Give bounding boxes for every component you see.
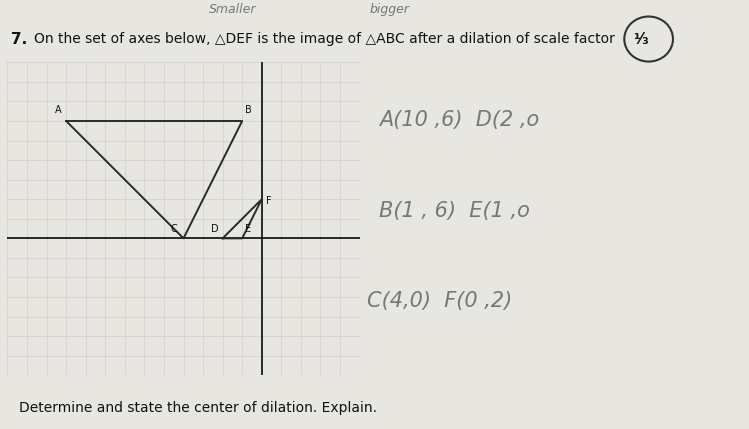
Text: Determine and state the center of dilation. Explain.: Determine and state the center of dilati… <box>19 401 377 414</box>
Text: A: A <box>55 105 61 115</box>
Text: On the set of axes below, △DEF is the image of △ABC after a dilation of scale fa: On the set of axes below, △DEF is the im… <box>34 32 615 46</box>
Text: ¹⁄₃: ¹⁄₃ <box>633 32 649 46</box>
Text: B(1 , 6)  E(1 ,o: B(1 , 6) E(1 ,o <box>379 201 530 221</box>
Text: D: D <box>211 224 219 234</box>
Text: B: B <box>245 105 252 115</box>
Text: A(10 ,6)  D(2 ,o: A(10 ,6) D(2 ,o <box>379 110 539 130</box>
Text: C: C <box>170 224 177 234</box>
Text: Smaller: Smaller <box>208 3 256 16</box>
Text: C(4,0)  F(0 ,2): C(4,0) F(0 ,2) <box>367 291 512 311</box>
Text: E: E <box>245 224 251 234</box>
Text: 7.: 7. <box>11 32 28 46</box>
Text: F: F <box>266 196 271 206</box>
Text: bigger: bigger <box>369 3 410 16</box>
